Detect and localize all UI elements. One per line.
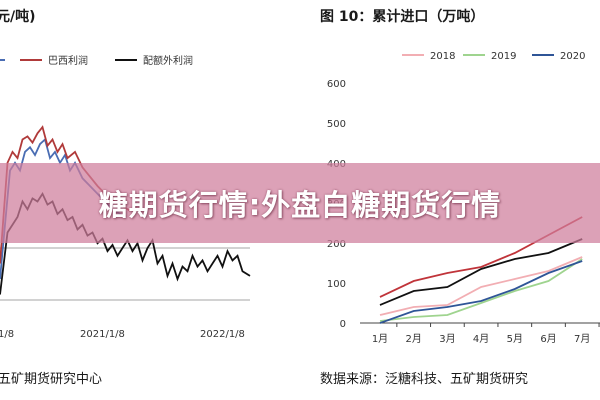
y-tick-label: 600	[327, 79, 346, 90]
legend-label: 配额外利润	[143, 54, 193, 67]
x-tick-label: 3月	[439, 333, 455, 345]
title-banner: 糖期货行情:外盘白糖期货行情	[0, 163, 600, 243]
x-tick-label: 6月	[540, 333, 556, 345]
x-tick-label: 2021/1/8	[80, 329, 125, 340]
x-tick-label: 7月	[574, 333, 590, 345]
x-tick-label: 1月	[372, 333, 388, 345]
right-chart-title: 图 10：累计进口（万吨）	[320, 9, 485, 25]
series-line	[379, 258, 583, 322]
y-tick-label: 0	[340, 319, 346, 330]
right-chart-source: 数据来源：泛糖科技、五矿期货研究	[320, 372, 529, 387]
series-line	[379, 256, 583, 316]
legend-label: 2020	[560, 51, 585, 62]
banner-text: 糖期货行情:外盘白糖期货行情	[98, 188, 502, 222]
legend-label: 2018	[430, 51, 455, 62]
x-tick-label: 2月	[406, 333, 422, 345]
y-tick-label: 100	[327, 279, 346, 290]
x-tick-label: 5月	[507, 333, 523, 345]
left-chart-source: 五矿期货研究中心	[0, 372, 103, 387]
x-tick-label: 4月	[473, 333, 489, 345]
legend-label: 巴西利润	[48, 54, 88, 67]
series-line	[379, 238, 583, 306]
x-tick-label: 1/8	[0, 329, 14, 340]
left-chart-title: 元/吨)	[0, 9, 36, 25]
legend-label: 2019	[491, 51, 516, 62]
series-line	[379, 260, 583, 324]
x-tick-label: 2022/1/8	[200, 329, 245, 340]
y-tick-label: 500	[327, 119, 346, 130]
y-tick-label: 200	[327, 239, 346, 250]
